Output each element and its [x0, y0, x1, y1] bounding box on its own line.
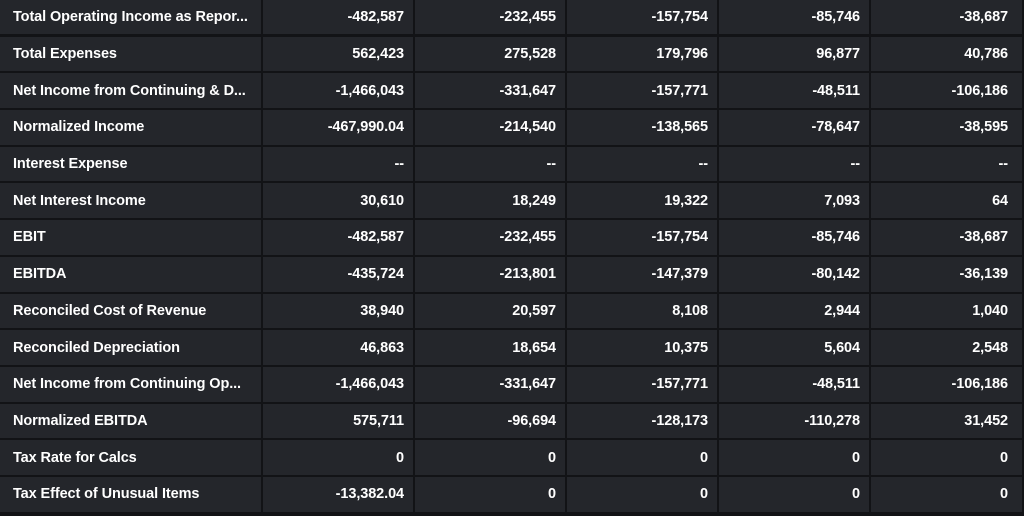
value-cell: 5,604	[719, 330, 871, 367]
value-cell: 179,796	[567, 36, 719, 74]
row-label: Normalized EBITDA	[0, 403, 263, 441]
table-row: Net Income from Continuing Op... -1,466,…	[0, 366, 1024, 404]
table-row: Reconciled Depreciation 46,863 18,654 10…	[0, 330, 1024, 367]
value-cell: -331,647	[415, 73, 567, 111]
value-cell: -138,565	[567, 110, 719, 147]
value-cell: -157,754	[567, 0, 719, 36]
value-cell: 64	[871, 183, 1022, 221]
value-cell: -48,511	[719, 366, 871, 404]
table-row: Normalized Income -467,990.04 -214,540 -…	[0, 110, 1024, 147]
value-cell: 0	[263, 440, 415, 477]
value-cell: 0	[871, 440, 1022, 477]
value-cell: 1,040	[871, 293, 1022, 331]
value-cell: 0	[415, 476, 567, 514]
value-cell: -110,278	[719, 403, 871, 441]
value-cell: 19,322	[567, 183, 719, 221]
value-cell: -36,139	[871, 256, 1022, 294]
value-cell: -106,186	[871, 366, 1022, 404]
table-row: Net Interest Income 30,610 18,249 19,322…	[0, 183, 1024, 221]
value-cell: 38,940	[263, 293, 415, 331]
table-row: EBITDA -435,724 -213,801 -147,379 -80,14…	[0, 256, 1024, 294]
value-cell: 20,597	[415, 293, 567, 331]
table-row: Tax Effect of Unusual Items -13,382.04 0…	[0, 476, 1024, 514]
value-cell: -467,990.04	[263, 110, 415, 147]
value-cell: 0	[415, 440, 567, 477]
value-cell: -38,687	[871, 0, 1022, 36]
value-cell: --	[263, 146, 415, 184]
value-cell: 96,877	[719, 36, 871, 74]
value-cell: 562,423	[263, 36, 415, 74]
value-cell: -232,455	[415, 0, 567, 36]
row-label: EBITDA	[0, 256, 263, 294]
value-cell: -157,754	[567, 220, 719, 257]
row-label: Normalized Income	[0, 110, 263, 147]
value-cell: -78,647	[719, 110, 871, 147]
value-cell: 0	[719, 440, 871, 477]
table-row: Net Income from Continuing & D... -1,466…	[0, 73, 1024, 111]
row-label: EBIT	[0, 220, 263, 257]
table-row: Interest Expense -- -- -- -- --	[0, 146, 1024, 184]
value-cell: -1,466,043	[263, 73, 415, 111]
row-label: Reconciled Depreciation	[0, 330, 263, 367]
value-cell: -85,746	[719, 220, 871, 257]
table-row: Tax Rate for Calcs 0 0 0 0 0	[0, 440, 1024, 477]
table-row: Total Expenses 562,423 275,528 179,796 9…	[0, 36, 1024, 74]
value-cell: -106,186	[871, 73, 1022, 111]
value-cell: -128,173	[567, 403, 719, 441]
row-label: Net Income from Continuing Op...	[0, 366, 263, 404]
row-label: Net Interest Income	[0, 183, 263, 221]
value-cell: 7,093	[719, 183, 871, 221]
table-row: Reconciled Cost of Revenue 38,940 20,597…	[0, 293, 1024, 331]
value-cell: -157,771	[567, 366, 719, 404]
value-cell: --	[567, 146, 719, 184]
value-cell: --	[871, 146, 1022, 184]
value-cell: -232,455	[415, 220, 567, 257]
row-label: Tax Rate for Calcs	[0, 440, 263, 477]
value-cell: -85,746	[719, 0, 871, 36]
value-cell: 0	[567, 476, 719, 514]
value-cell: 18,249	[415, 183, 567, 221]
row-label: Reconciled Cost of Revenue	[0, 293, 263, 331]
value-cell: -38,687	[871, 220, 1022, 257]
value-cell: 46,863	[263, 330, 415, 367]
value-cell: 30,610	[263, 183, 415, 221]
value-cell: -157,771	[567, 73, 719, 111]
row-label: Tax Effect of Unusual Items	[0, 476, 263, 514]
value-cell: -213,801	[415, 256, 567, 294]
value-cell: 18,654	[415, 330, 567, 367]
value-cell: --	[415, 146, 567, 184]
value-cell: -482,587	[263, 220, 415, 257]
value-cell: 40,786	[871, 36, 1022, 74]
value-cell: 2,944	[719, 293, 871, 331]
value-cell: -1,466,043	[263, 366, 415, 404]
value-cell: 2,548	[871, 330, 1022, 367]
row-label: Total Expenses	[0, 36, 263, 74]
table-row: Normalized EBITDA 575,711 -96,694 -128,1…	[0, 403, 1024, 441]
value-cell: -13,382.04	[263, 476, 415, 514]
value-cell: 575,711	[263, 403, 415, 441]
value-cell: -147,379	[567, 256, 719, 294]
value-cell: 0	[567, 440, 719, 477]
table-row: EBIT -482,587 -232,455 -157,754 -85,746 …	[0, 220, 1024, 257]
row-label: Net Income from Continuing & D...	[0, 73, 263, 111]
value-cell: -214,540	[415, 110, 567, 147]
table-row: Total Operating Income as Repor... -482,…	[0, 0, 1024, 37]
value-cell: 8,108	[567, 293, 719, 331]
value-cell: 10,375	[567, 330, 719, 367]
value-cell: -80,142	[719, 256, 871, 294]
value-cell: -48,511	[719, 73, 871, 111]
value-cell: --	[719, 146, 871, 184]
value-cell: 31,452	[871, 403, 1022, 441]
value-cell: 275,528	[415, 36, 567, 74]
value-cell: -435,724	[263, 256, 415, 294]
value-cell: -482,587	[263, 0, 415, 36]
value-cell: -331,647	[415, 366, 567, 404]
row-label: Interest Expense	[0, 146, 263, 184]
value-cell: -38,595	[871, 110, 1022, 147]
value-cell: 0	[871, 476, 1022, 514]
value-cell: -96,694	[415, 403, 567, 441]
row-label: Total Operating Income as Repor...	[0, 0, 263, 36]
value-cell: 0	[719, 476, 871, 514]
